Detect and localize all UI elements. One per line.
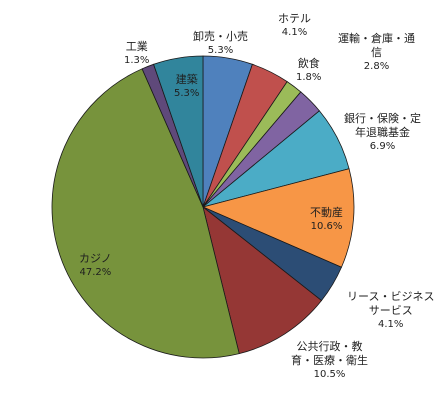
slice-label-7: リース・ビジネス サービス 4.1% [347, 290, 434, 332]
slice-label-3: 飲食 1.8% [296, 57, 321, 85]
slice-name-7-line-2: サービス [368, 304, 413, 317]
slice-name-7-line-1: リース・ビジネス [347, 290, 434, 303]
slice-value-6: 10.6% [310, 221, 343, 232]
slice-name-2-line-1: ホテル [278, 12, 311, 25]
slice-label-6: 不動産 10.6% [310, 206, 343, 234]
slice-value-4: 2.8% [363, 61, 390, 72]
slice-name-3-line-1: 飲食 [297, 57, 320, 70]
slice-label-10: 工業 1.3% [124, 40, 149, 68]
slice-value-9: 47.2% [79, 267, 112, 278]
slice-value-8: 10.5% [313, 369, 346, 380]
slice-label-5: 銀行・保険・定 年退職基金 6.9% [344, 112, 421, 154]
slice-label-11: 建築 5.3% [174, 73, 199, 101]
slice-label-8: 公共行政・教 育・医療・衛生 10.5% [291, 340, 368, 382]
slice-value-1: 5.3% [207, 45, 234, 56]
slice-name-9-line-1: カジノ [79, 252, 112, 265]
slice-name-5-line-1: 銀行・保険・定 [344, 112, 421, 125]
slice-name-8-line-2: 育・医療・衛生 [291, 354, 368, 367]
pie-slice-8 [202, 205, 323, 355]
slice-name-1-line-1: 卸売・小売 [193, 30, 248, 43]
pie-slice-9 [51, 68, 240, 359]
slice-name-6-line-1: 不動産 [310, 206, 343, 219]
slice-name-4-line-2: 信 [371, 46, 382, 59]
slice-label-1: 卸売・小売 5.3% [193, 30, 248, 58]
slice-name-10-line-1: 工業 [125, 40, 148, 53]
slice-label-4: 運輸・倉庫・通信 2.8% [338, 32, 415, 74]
slice-value-10: 1.3% [124, 55, 150, 66]
slice-value-7: 4.1% [378, 319, 404, 330]
slice-label-9: カジノ 47.2% [79, 252, 112, 280]
slice-label-2: ホテル 4.1% [278, 12, 311, 40]
slice-name-8-line-1: 公共行政・教 [296, 340, 363, 353]
slice-value-5: 6.9% [369, 141, 396, 152]
slice-name-4-line-1: 運輸・倉庫・通 [338, 32, 415, 45]
slice-value-3: 1.8% [296, 72, 322, 83]
pie-slice-11 [153, 55, 204, 208]
slice-name-5-line-2: 年退職基金 [355, 126, 410, 139]
slice-name-11-line-1: 建築 [175, 73, 198, 86]
pie-slice-6 [201, 168, 355, 268]
slice-value-2: 4.1% [281, 27, 308, 38]
slice-value-11: 5.3% [174, 88, 200, 99]
